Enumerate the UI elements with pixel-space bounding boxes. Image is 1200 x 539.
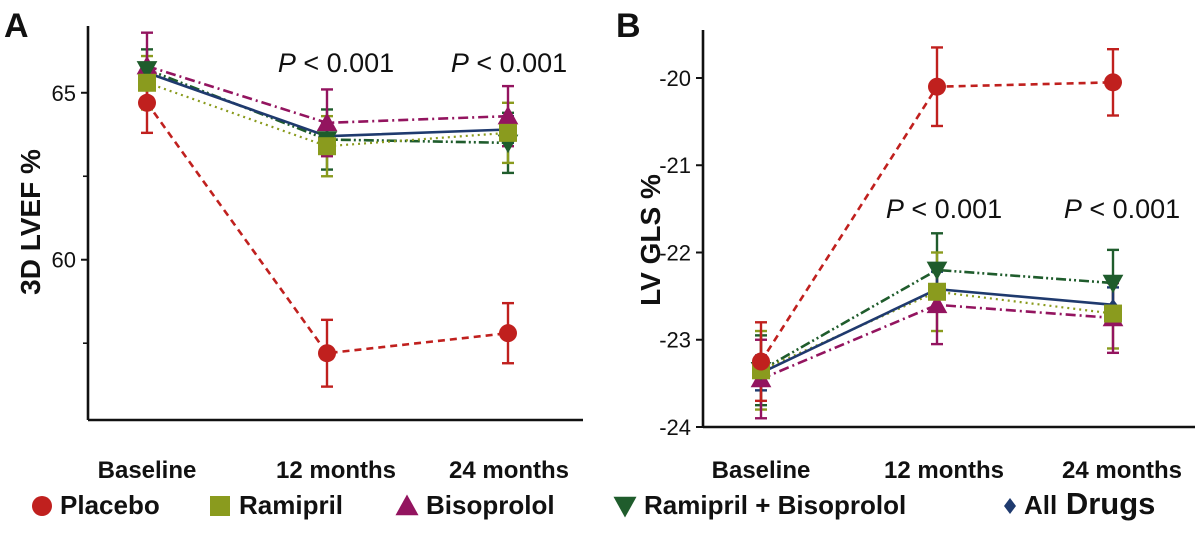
y-tick-label: -20 (659, 66, 691, 91)
data-point-ramipril (138, 73, 156, 92)
legend: Placebo Ramipril Bisoprolol Ramipril + Biso… (32, 486, 1155, 521)
y-axis-label: LV GLS % (635, 174, 666, 306)
y-tick-label: -24 (659, 415, 691, 440)
data-point-placebo (752, 352, 770, 371)
data-point-ramipril (318, 137, 336, 156)
data-point-placebo (318, 344, 336, 363)
data-point-bisoprolol (316, 112, 338, 132)
legend-marker-all (1004, 498, 1016, 514)
legend-label-placebo: Placebo (60, 490, 160, 520)
series-line-bisoprolol (760, 303, 1114, 381)
p-symbol: P (451, 48, 469, 78)
legend-label-text: Placebo (60, 490, 160, 520)
legend-label-bisoprolol: Bisoprolol (426, 490, 555, 520)
legend-marker-combo (613, 496, 637, 518)
y-tick-label: -23 (659, 328, 691, 353)
x-tick-label: Baseline (98, 457, 197, 484)
p-symbol: P (1064, 194, 1082, 224)
legend-label-text: Ramipril + Bisoprolol (644, 490, 906, 520)
data-point-combo (926, 261, 948, 281)
data-point-bisoprolol (926, 294, 948, 314)
p-symbol: P (278, 48, 296, 78)
p-value-text: < 0.001 (296, 48, 394, 78)
panel-b: B -24 -23 -22 -21 -20 LV GLS % Baseline 12 month… (616, 7, 1195, 484)
legend-label-text: Ramipril (239, 490, 343, 520)
legend-label-all: All Drugs (1024, 486, 1155, 521)
legend-label-text-large: Drugs (1057, 486, 1155, 521)
data-point-placebo (928, 77, 946, 96)
p-value-annotation: P < 0.001 (451, 48, 567, 78)
p-value-annotation: P < 0.001 (886, 194, 1002, 224)
data-point-ramipril (928, 282, 946, 301)
y-tick-label: -22 (659, 240, 691, 265)
data-point-ramipril (499, 123, 517, 142)
p-value-annotation: P < 0.001 (278, 48, 394, 78)
x-tick-label: 12 months (884, 457, 1004, 484)
panel-letter: B (616, 7, 641, 45)
legend-label-text: All (1024, 490, 1057, 520)
legend-marker-placebo (32, 496, 52, 516)
panel-a: A 60 65 3D LVEF % Baseline 12 months 24 months… (4, 7, 583, 484)
legend-label-ramipril: Ramipril (239, 490, 343, 520)
series-line-placebo (145, 102, 509, 355)
x-tick-label: 24 months (1062, 457, 1182, 484)
p-value-text: < 0.001 (469, 48, 567, 78)
p-symbol: P (886, 194, 904, 224)
y-tick-label: -21 (659, 153, 691, 178)
legend-item-placebo: Placebo (32, 490, 160, 520)
y-tick-label: 65 (52, 81, 76, 106)
data-point-ramipril (1104, 304, 1122, 323)
data-point-combo (136, 61, 158, 80)
p-value-text: < 0.001 (904, 194, 1002, 224)
y-tick-label: 60 (52, 248, 76, 273)
data-point-placebo (1104, 73, 1122, 92)
data-point-bisoprolol (497, 105, 519, 125)
legend-label-combo: Ramipril + Bisoprolol (644, 490, 906, 520)
legend-item-ramipril: Ramipril (210, 490, 343, 520)
x-tick-label: Baseline (712, 457, 811, 484)
p-value-annotation: P < 0.001 (1064, 194, 1180, 224)
legend-item-bisoprolol: Bisoprolol (395, 490, 555, 520)
p-value-text: < 0.001 (1082, 194, 1180, 224)
panel-letter: A (4, 7, 29, 45)
legend-marker-bisoprolol (395, 494, 419, 516)
data-point-placebo (499, 324, 517, 343)
legend-label-text: Bisoprolol (426, 490, 555, 520)
data-point-placebo (138, 93, 156, 112)
data-point-combo (1102, 274, 1124, 294)
legend-item-combo: Ramipril + Bisoprolol (613, 490, 906, 520)
x-tick-label: 24 months (449, 457, 569, 484)
x-tick-label: 12 months (276, 457, 396, 484)
legend-marker-ramipril (210, 496, 230, 516)
y-axis-label: 3D LVEF % (15, 149, 46, 295)
legend-item-all: All Drugs (1004, 486, 1155, 521)
